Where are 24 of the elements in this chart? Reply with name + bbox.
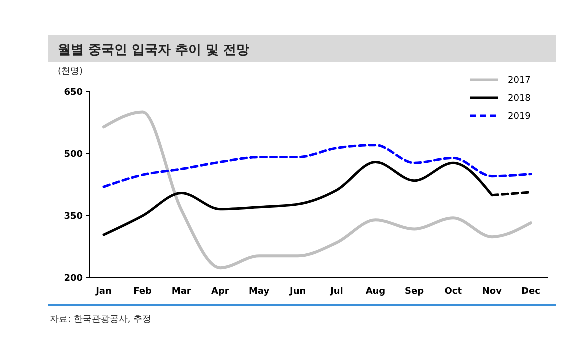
y-axis-title: (천명) <box>58 67 84 77</box>
legend-label: 2018 <box>508 94 532 104</box>
legend-label: 2019 <box>508 112 532 122</box>
x-tick-label: Apr <box>212 287 230 297</box>
x-tick-label: Jun <box>289 287 306 297</box>
x-tick-label: Dec <box>522 287 540 297</box>
y-tick-label: 650 <box>64 88 83 98</box>
legend-label: 2017 <box>508 76 531 86</box>
x-tick-label: May <box>248 287 270 297</box>
text: 자료: 한국관광공사, 추정 <box>50 315 152 325</box>
y-tick-label: 350 <box>64 212 83 222</box>
line-series <box>102 110 532 270</box>
y-tick-label: 500 <box>64 150 83 160</box>
y-tick-label: 200 <box>64 274 83 284</box>
x-tick-label: Sep <box>405 287 425 297</box>
x-tick-label: Mar <box>172 287 192 297</box>
chart-title: 월별 중국인 입국자 추이 및 전망 <box>58 43 250 58</box>
x-tick-label: Nov <box>482 287 502 297</box>
line-series <box>102 144 532 188</box>
x-tick-label: Jan <box>95 287 112 297</box>
x-tick-label: Jul <box>329 287 344 297</box>
x-tick-label: Feb <box>134 287 153 297</box>
x-tick-label: Aug <box>366 287 386 297</box>
x-tick-label: Oct <box>444 287 463 297</box>
